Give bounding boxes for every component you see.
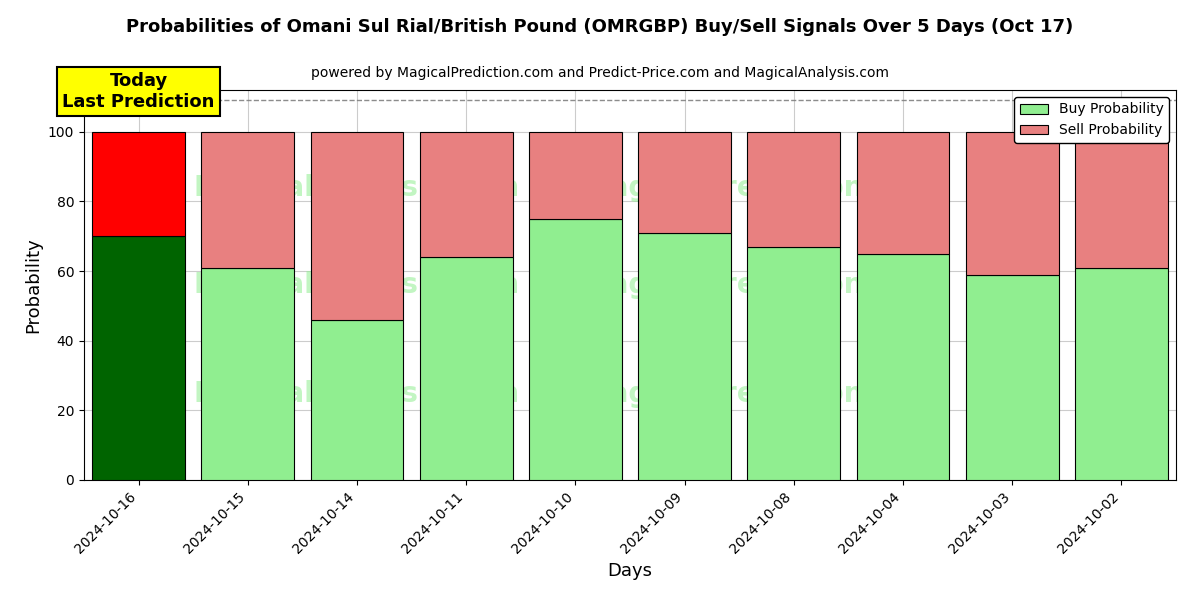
Bar xyxy=(529,132,622,219)
Bar xyxy=(202,132,294,268)
Bar xyxy=(748,247,840,480)
Bar xyxy=(748,132,840,247)
Text: MagicalPrediction.com: MagicalPrediction.com xyxy=(583,271,940,299)
Text: MagicalAnalysis.com: MagicalAnalysis.com xyxy=(194,271,520,299)
Bar xyxy=(638,233,731,480)
Legend: Buy Probability, Sell Probability: Buy Probability, Sell Probability xyxy=(1014,97,1169,143)
Bar xyxy=(311,132,403,320)
Bar xyxy=(966,132,1058,275)
Bar xyxy=(638,132,731,233)
Bar xyxy=(966,275,1058,480)
Bar xyxy=(1075,132,1168,268)
Bar xyxy=(857,132,949,254)
X-axis label: Days: Days xyxy=(607,562,653,580)
Bar xyxy=(202,268,294,480)
Text: MagicalAnalysis.com: MagicalAnalysis.com xyxy=(194,173,520,202)
Text: MagicalPrediction.com: MagicalPrediction.com xyxy=(583,380,940,408)
Bar xyxy=(1075,268,1168,480)
Text: Today
Last Prediction: Today Last Prediction xyxy=(62,72,215,111)
Bar xyxy=(529,219,622,480)
Bar xyxy=(857,254,949,480)
Bar xyxy=(311,320,403,480)
Text: Probabilities of Omani Sul Rial/British Pound (OMRGBP) Buy/Sell Signals Over 5 D: Probabilities of Omani Sul Rial/British … xyxy=(126,18,1074,36)
Bar xyxy=(420,257,512,480)
Text: powered by MagicalPrediction.com and Predict-Price.com and MagicalAnalysis.com: powered by MagicalPrediction.com and Pre… xyxy=(311,66,889,80)
Bar xyxy=(92,132,185,236)
Text: MagicalAnalysis.com: MagicalAnalysis.com xyxy=(194,380,520,408)
Y-axis label: Probability: Probability xyxy=(24,237,42,333)
Bar xyxy=(92,236,185,480)
Bar xyxy=(420,132,512,257)
Text: MagicalPrediction.com: MagicalPrediction.com xyxy=(583,173,940,202)
